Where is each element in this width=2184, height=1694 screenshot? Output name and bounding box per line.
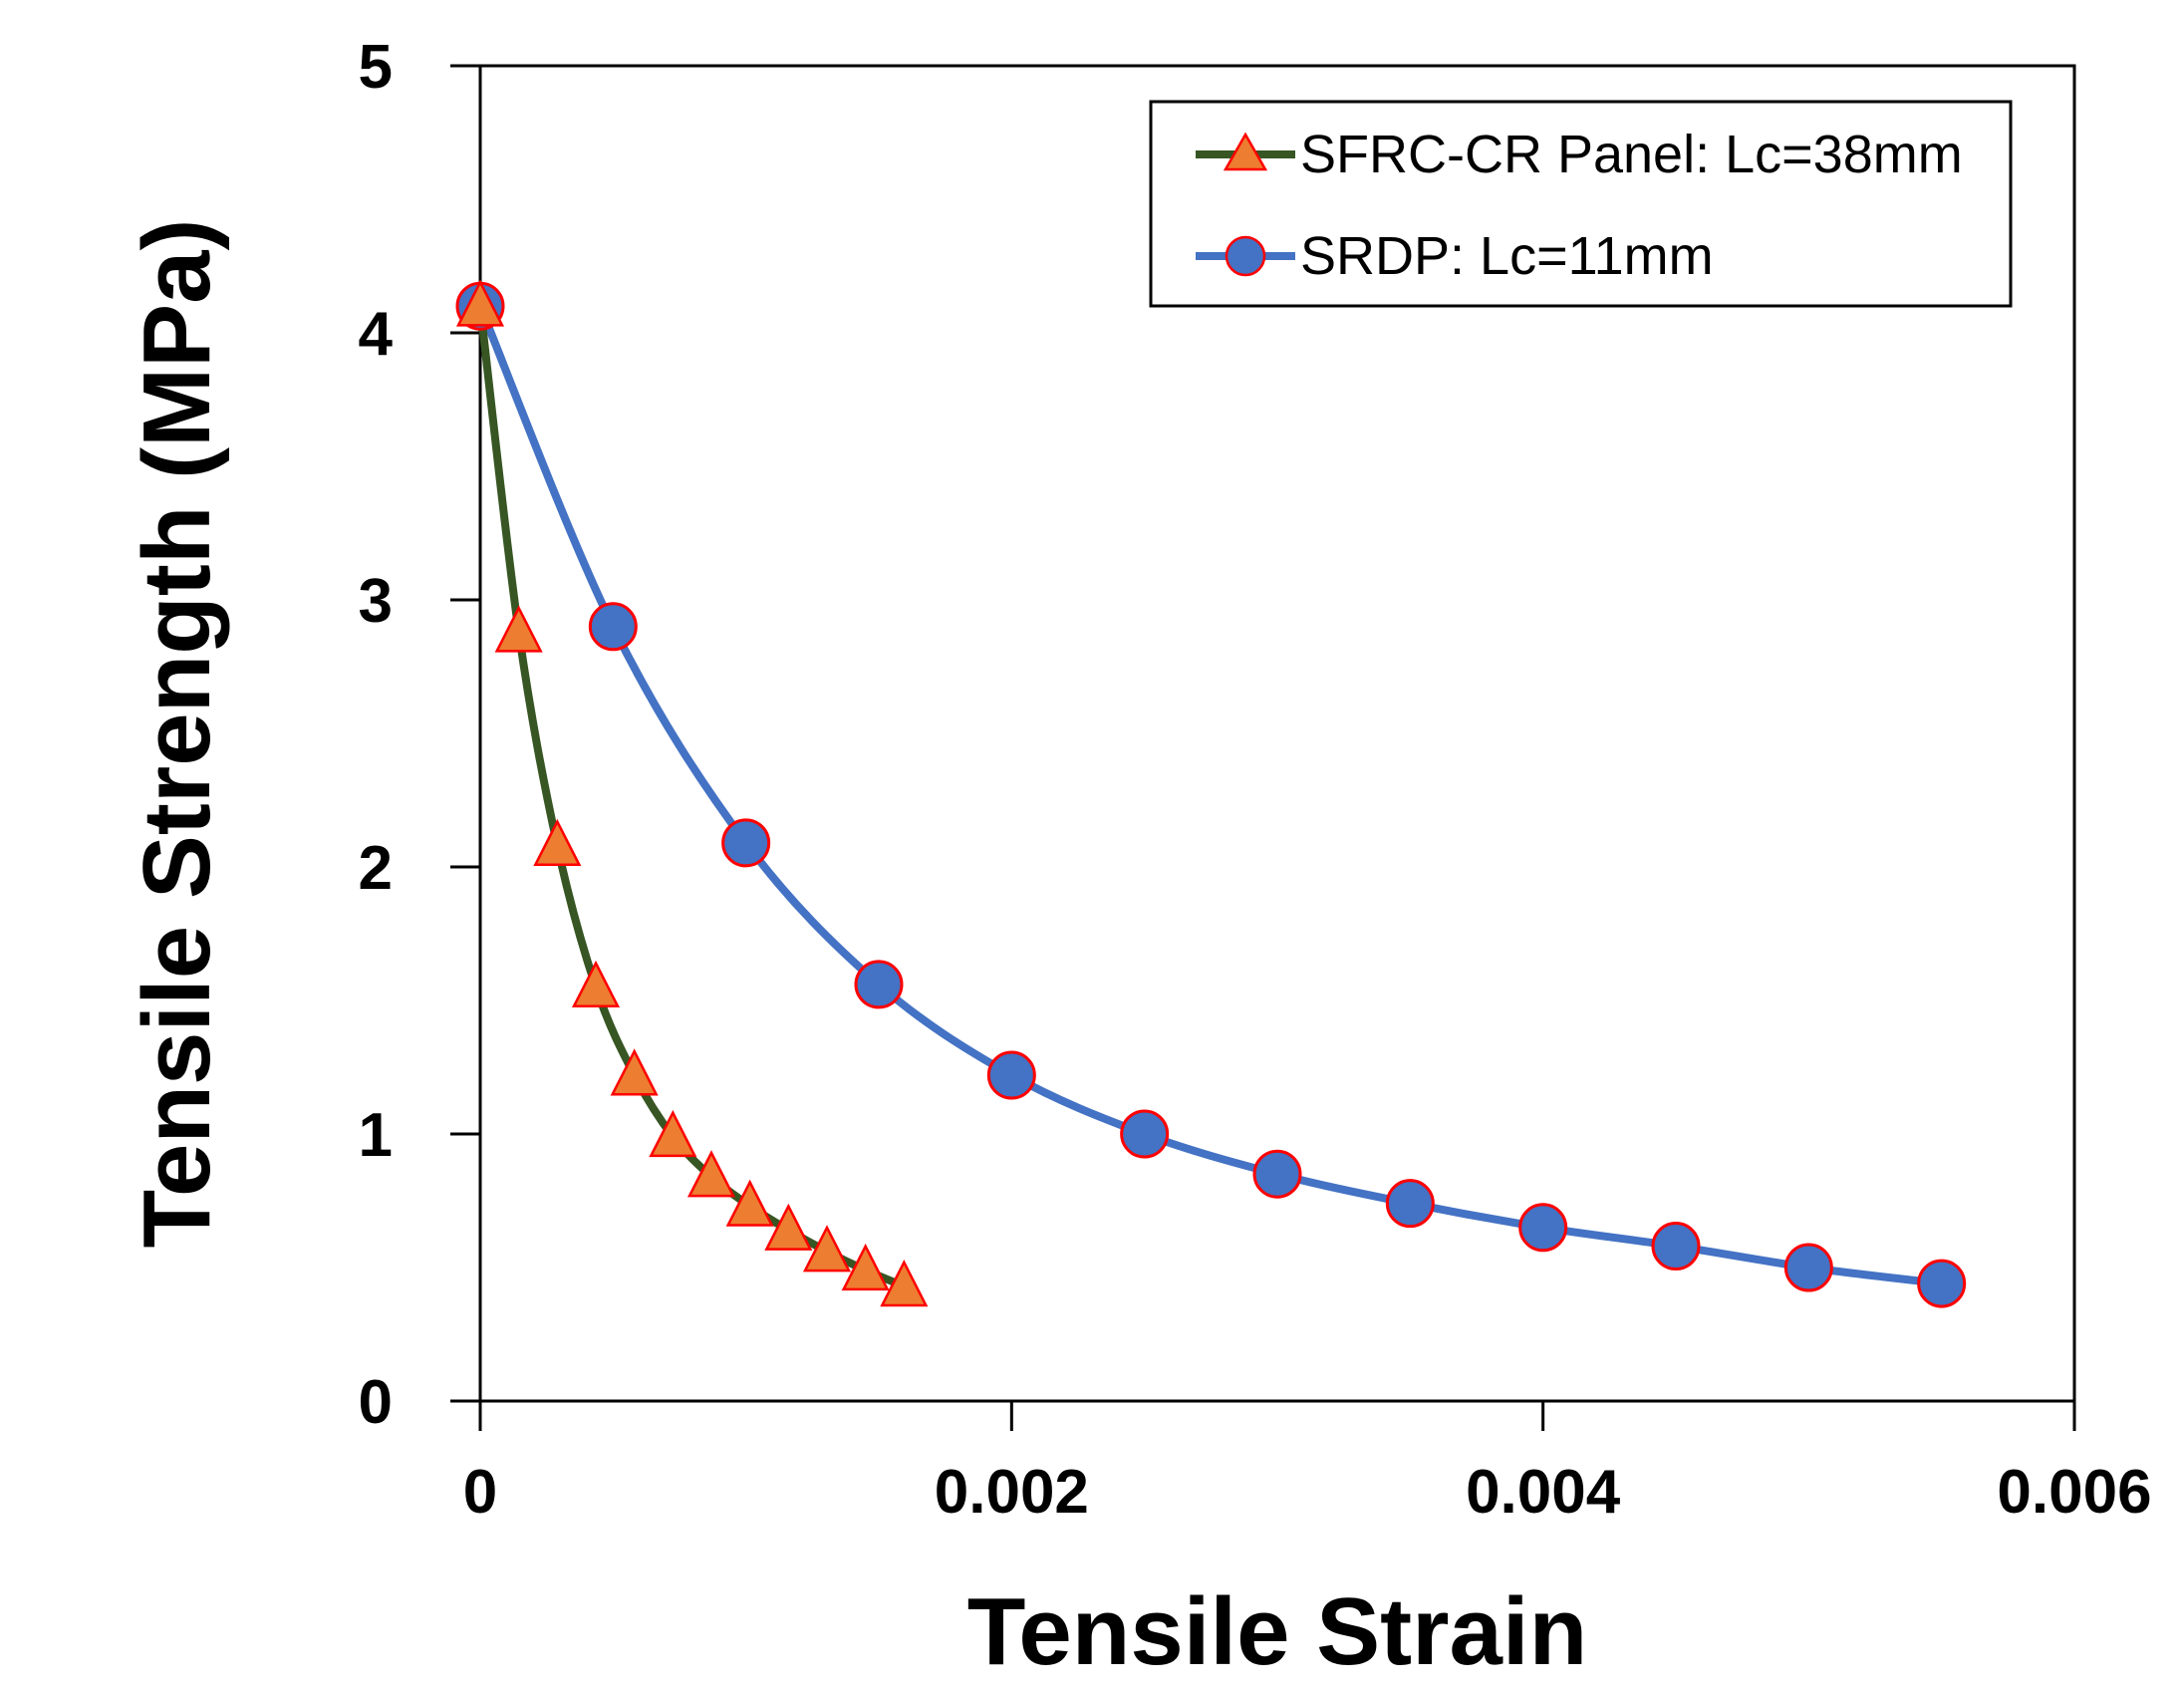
y-axis-ticks: 0 1 2 3 4 5 xyxy=(359,33,480,1437)
srdp-point xyxy=(1120,1109,1170,1159)
srdp-point xyxy=(588,602,638,652)
series-line xyxy=(476,305,906,1290)
srdp-point xyxy=(1783,1243,1833,1292)
srdp-point xyxy=(986,1050,1036,1100)
y-axis-title: Tensile Strength (MPa) xyxy=(124,219,230,1249)
sfrc-point xyxy=(880,1260,929,1307)
legend-label-srdp: SRDP: Lc=11mm xyxy=(1300,226,1714,286)
legend-marker-srdp xyxy=(1225,235,1266,277)
srdp-point xyxy=(1518,1203,1568,1253)
legend: SFRC-CR Panel: Lc=38mm SRDP: Lc=11mm xyxy=(1149,100,2013,308)
legend-marker-sfrc xyxy=(1223,132,1268,171)
srdp-point xyxy=(1385,1179,1435,1229)
x-axis-ticks: 0 0.002 0.004 0.006 xyxy=(463,1401,2152,1527)
sfrc-point xyxy=(802,1225,852,1272)
legend-box xyxy=(1149,100,2013,308)
sfrc-point xyxy=(841,1243,890,1291)
sfrc-point xyxy=(686,1150,736,1198)
sfrc-point xyxy=(725,1179,774,1227)
sfrc-point xyxy=(764,1203,813,1251)
y-tick-label: 5 xyxy=(359,33,393,102)
y-tick-label: 0 xyxy=(359,1368,393,1437)
y-tick-label: 4 xyxy=(359,300,394,369)
y-tick-label: 1 xyxy=(359,1101,393,1170)
plot-area xyxy=(478,64,2076,1403)
srdp-point xyxy=(1917,1259,1967,1308)
srdp-point xyxy=(854,960,904,1009)
sfrc-point xyxy=(494,605,543,653)
x-tick-label: 0.004 xyxy=(1466,1458,1621,1527)
sfrc-point xyxy=(649,1109,697,1158)
legend-label-sfrc: SFRC-CR Panel: Lc=38mm xyxy=(1300,125,1963,184)
sfrc-point xyxy=(571,960,621,1008)
series-line xyxy=(476,304,1943,1288)
srdp-point xyxy=(1252,1149,1302,1199)
srdp-point xyxy=(721,818,771,868)
sfrc-point xyxy=(533,818,582,867)
series-layer xyxy=(455,279,1967,1308)
sfrc-point xyxy=(455,279,505,327)
x-tick-label: 0.002 xyxy=(935,1458,1089,1527)
srdp-point xyxy=(1651,1222,1701,1271)
x-tick-label: 0.006 xyxy=(1997,1458,2151,1527)
x-axis-title: Tensile Strain xyxy=(967,1578,1587,1685)
y-tick-label: 3 xyxy=(359,567,393,636)
y-tick-label: 2 xyxy=(359,834,393,903)
x-tick-label: 0 xyxy=(463,1458,497,1527)
sfrc-point xyxy=(610,1048,659,1096)
